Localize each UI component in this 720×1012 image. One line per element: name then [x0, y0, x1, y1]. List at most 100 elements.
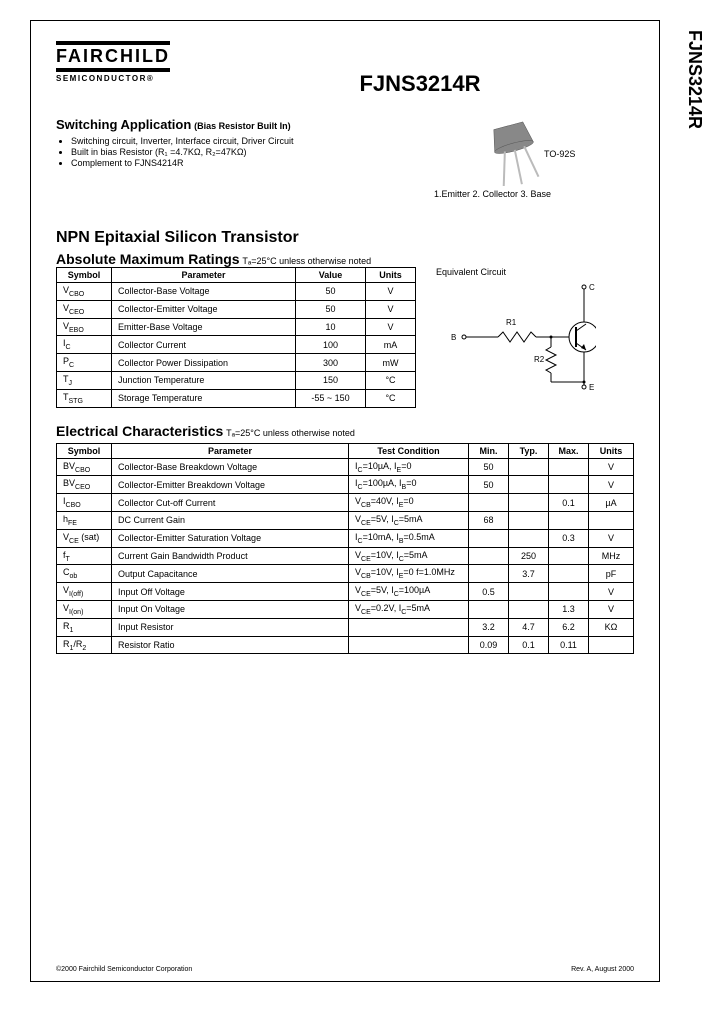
- list-item: Complement to FJNS4214R: [71, 158, 434, 168]
- ratings-heading: Absolute Maximum Ratings: [56, 251, 240, 267]
- table-cell: µA: [589, 494, 634, 512]
- table-header: Min.: [469, 443, 509, 458]
- table-cell: mA: [366, 336, 416, 354]
- table-cell: 0.1: [509, 636, 549, 654]
- table-header: Test Condition: [349, 443, 469, 458]
- table-cell: [469, 494, 509, 512]
- application-sub: (Bias Resistor Built In): [194, 121, 291, 131]
- table-cell: V: [589, 458, 634, 476]
- table-cell: [549, 583, 589, 601]
- table-cell: [589, 511, 634, 529]
- table-cell: [509, 600, 549, 618]
- table-cell: R1: [57, 618, 112, 636]
- table-cell: Collector-Emitter Voltage: [112, 300, 296, 318]
- ratings-table: SymbolParameterValueUnits VCBOCollector-…: [56, 267, 416, 408]
- table-header: Units: [589, 443, 634, 458]
- table-cell: [469, 565, 509, 583]
- table-cell: pF: [589, 565, 634, 583]
- table-cell: R1/R2: [57, 636, 112, 654]
- table-cell: [549, 547, 589, 565]
- page-frame: FAIRCHILD SEMICONDUCTOR® FJNS3214R Switc…: [30, 20, 660, 982]
- table-row: VCEOCollector-Emitter Voltage50V: [57, 300, 416, 318]
- table-cell: PC: [57, 354, 112, 372]
- table-cell: 0.1: [549, 494, 589, 512]
- table-header: Value: [296, 268, 366, 283]
- application-heading: Switching Application: [56, 117, 191, 132]
- ratings-note: Tₐ=25°C unless otherwise noted: [242, 256, 371, 266]
- copyright-text: ©2000 Fairchild Semiconductor Corporatio…: [56, 966, 192, 973]
- table-cell: [469, 529, 509, 547]
- table-cell: TSTG: [57, 389, 112, 407]
- table-cell: [549, 565, 589, 583]
- table-cell: VCB=40V, IE=0: [349, 494, 469, 512]
- table-header: Symbol: [57, 443, 112, 458]
- table-cell: Collector Power Dissipation: [112, 354, 296, 372]
- svg-text:B: B: [451, 333, 456, 342]
- table-cell: Input On Voltage: [112, 600, 349, 618]
- table-cell: VCE=5V, IC=100µA: [349, 583, 469, 601]
- revision-text: Rev. A, August 2000: [571, 966, 634, 973]
- table-header: Units: [366, 268, 416, 283]
- table-cell: 100: [296, 336, 366, 354]
- list-item: Switching circuit, Inverter, Interface c…: [71, 136, 434, 146]
- table-cell: V: [366, 300, 416, 318]
- table-cell: ICBO: [57, 494, 112, 512]
- table-cell: 3.7: [509, 565, 549, 583]
- table-cell: °C: [366, 371, 416, 389]
- table-cell: 50: [469, 476, 509, 494]
- table-cell: [509, 529, 549, 547]
- transistor-type-heading: NPN Epitaxial Silicon Transistor: [56, 229, 634, 247]
- table-cell: 150: [296, 371, 366, 389]
- table-row: VCE (sat)Collector-Emitter Saturation Vo…: [57, 529, 634, 547]
- table-cell: [549, 511, 589, 529]
- table-cell: 0.3: [549, 529, 589, 547]
- svg-text:E: E: [589, 383, 594, 392]
- part-number-title: FJNS3214R: [206, 71, 634, 97]
- table-cell: 3.2: [469, 618, 509, 636]
- table-row: TSTGStorage Temperature-55 ~ 150°C: [57, 389, 416, 407]
- table-row: VI(on)Input On VoltageVCE=0.2V, IC=5mA 1.…: [57, 600, 634, 618]
- table-cell: TJ: [57, 371, 112, 389]
- table-cell: [509, 476, 549, 494]
- table-cell: V: [589, 583, 634, 601]
- table-row: hFEDC Current GainVCE=5V, IC=5mA68: [57, 511, 634, 529]
- table-cell: [549, 476, 589, 494]
- table-row: fTCurrent Gain Bandwidth ProductVCE=10V,…: [57, 547, 634, 565]
- svg-text:R2: R2: [534, 355, 545, 364]
- table-cell: Cob: [57, 565, 112, 583]
- table-cell: BVCEO: [57, 476, 112, 494]
- table-header: Max.: [549, 443, 589, 458]
- table-cell: 68: [469, 511, 509, 529]
- table-cell: [589, 636, 634, 654]
- application-list: Switching circuit, Inverter, Interface c…: [71, 136, 434, 168]
- table-cell: DC Current Gain: [112, 511, 349, 529]
- table-cell: Input Resistor: [112, 618, 349, 636]
- table-cell: Storage Temperature: [112, 389, 296, 407]
- table-cell: IC: [57, 336, 112, 354]
- table-cell: Collector-Emitter Saturation Voltage: [112, 529, 349, 547]
- equivalent-circuit: Equivalent Circuit C E R1 B: [436, 267, 596, 399]
- application-block: Switching Application (Bias Resistor Bui…: [56, 117, 434, 199]
- table-cell: 1.3: [549, 600, 589, 618]
- table-cell: BVCBO: [57, 458, 112, 476]
- circuit-label: Equivalent Circuit: [436, 267, 596, 277]
- circuit-icon: C E R1 B R2: [436, 277, 596, 397]
- table-cell: 0.09: [469, 636, 509, 654]
- table-cell: [349, 636, 469, 654]
- table-row: BVCBOCollector-Base Breakdown VoltageIC=…: [57, 458, 634, 476]
- table-row: PCCollector Power Dissipation300mW: [57, 354, 416, 372]
- table-cell: VCBO: [57, 283, 112, 301]
- table-cell: V: [366, 283, 416, 301]
- table-header: Parameter: [112, 443, 349, 458]
- table-cell: VI(off): [57, 583, 112, 601]
- table-cell: VCE=0.2V, IC=5mA: [349, 600, 469, 618]
- table-cell: VEBO: [57, 318, 112, 336]
- table-cell: VI(on): [57, 600, 112, 618]
- page-footer: ©2000 Fairchild Semiconductor Corporatio…: [56, 966, 634, 973]
- table-cell: V: [366, 318, 416, 336]
- table-header: Typ.: [509, 443, 549, 458]
- table-row: BVCEOCollector-Emitter Breakdown Voltage…: [57, 476, 634, 494]
- table-cell: [469, 600, 509, 618]
- table-row: CobOutput CapacitanceVCB=10V, IE=0 f=1.0…: [57, 565, 634, 583]
- table-cell: [349, 618, 469, 636]
